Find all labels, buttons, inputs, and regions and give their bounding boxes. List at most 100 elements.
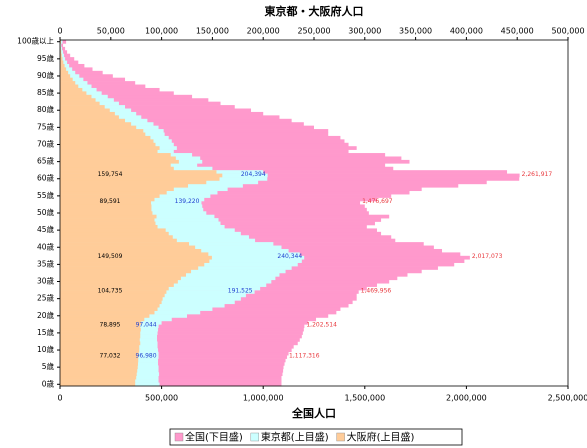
bar bbox=[60, 57, 63, 61]
bar bbox=[60, 46, 63, 51]
chart-title: 東京都・大阪府人口 bbox=[265, 4, 364, 18]
y-tick-label: 45歳 bbox=[37, 224, 55, 234]
bar bbox=[60, 67, 93, 72]
data-label: 240,344 bbox=[277, 253, 302, 260]
y-tick-label: 10歳 bbox=[37, 344, 55, 354]
y-tick-label: 65歳 bbox=[37, 156, 55, 166]
bar bbox=[60, 221, 156, 226]
bar bbox=[60, 43, 64, 48]
bar bbox=[60, 91, 174, 96]
bar bbox=[60, 125, 137, 130]
bar bbox=[60, 266, 199, 270]
bar bbox=[60, 286, 169, 291]
bar bbox=[60, 111, 264, 116]
y-tick-label: 35歳 bbox=[37, 258, 55, 268]
y-tick-label: 80歳 bbox=[37, 104, 55, 114]
bar bbox=[60, 310, 155, 315]
bar bbox=[60, 362, 139, 366]
bar bbox=[60, 327, 141, 332]
bar bbox=[60, 118, 292, 123]
bar bbox=[60, 159, 410, 164]
bar bbox=[60, 50, 62, 55]
bar bbox=[60, 344, 140, 349]
bar bbox=[60, 207, 367, 212]
bar bbox=[60, 74, 113, 78]
bar bbox=[60, 341, 141, 346]
data-label: 1,202,514 bbox=[306, 322, 337, 329]
bar bbox=[60, 344, 294, 349]
bar bbox=[60, 129, 144, 133]
data-label: 149,509 bbox=[98, 253, 123, 260]
bar bbox=[60, 149, 349, 154]
legend-swatch bbox=[336, 432, 345, 442]
bar bbox=[60, 149, 158, 154]
bar bbox=[60, 303, 160, 308]
bar bbox=[60, 334, 302, 339]
legend-label: 東京都(上目盛) bbox=[261, 431, 329, 444]
bar bbox=[60, 63, 65, 68]
bar bbox=[60, 163, 386, 168]
bar bbox=[60, 320, 142, 325]
data-label: 204,394 bbox=[241, 171, 266, 178]
bar bbox=[60, 163, 171, 168]
bar bbox=[60, 307, 158, 311]
bar bbox=[60, 283, 174, 287]
bar bbox=[60, 231, 169, 236]
bar bbox=[60, 105, 235, 109]
bar bbox=[60, 50, 64, 55]
bar bbox=[60, 180, 207, 185]
bar bbox=[60, 91, 87, 96]
bar bbox=[60, 279, 178, 284]
y-tick-label: 5歳 bbox=[42, 361, 55, 371]
y-tick-label: 0歳 bbox=[42, 378, 55, 388]
y-tick-label: 50歳 bbox=[37, 207, 55, 217]
bar bbox=[60, 269, 192, 274]
data-label: 104,735 bbox=[98, 287, 123, 294]
bar bbox=[60, 293, 165, 298]
data-label: 2,017,073 bbox=[472, 253, 503, 260]
bar bbox=[60, 60, 79, 65]
bar bbox=[60, 368, 284, 373]
bar bbox=[60, 53, 65, 58]
bar bbox=[60, 84, 79, 89]
bar bbox=[60, 331, 303, 335]
bar bbox=[60, 334, 141, 339]
x-tick-label: 1,500,000 bbox=[344, 394, 385, 403]
data-label: 89,591 bbox=[100, 198, 121, 205]
bar bbox=[60, 245, 196, 250]
bar bbox=[60, 379, 282, 383]
data-label: 159,754 bbox=[98, 171, 123, 178]
bar bbox=[60, 327, 304, 332]
y-tick-label: 75歳 bbox=[37, 121, 55, 131]
bar bbox=[60, 156, 402, 161]
bar bbox=[60, 228, 166, 233]
bar bbox=[60, 290, 167, 294]
bar bbox=[60, 314, 329, 318]
bar bbox=[60, 338, 300, 342]
bar bbox=[60, 111, 115, 116]
x-tick-label: 2,500,000 bbox=[548, 394, 587, 403]
x2-tick-label: 150,000 bbox=[196, 27, 229, 36]
bar bbox=[60, 43, 62, 48]
bar bbox=[60, 70, 69, 75]
bar bbox=[60, 98, 96, 102]
bar bbox=[60, 317, 317, 322]
bar bbox=[60, 70, 103, 75]
bar bbox=[60, 262, 205, 267]
bar bbox=[60, 218, 382, 222]
bar bbox=[60, 94, 92, 99]
bar bbox=[60, 57, 75, 61]
x-axis-title: 全国人口 bbox=[291, 406, 336, 420]
data-label: 1,117,316 bbox=[289, 352, 320, 359]
bar bbox=[60, 194, 160, 198]
bar bbox=[60, 57, 66, 61]
x-tick-label: 2,000,000 bbox=[446, 394, 487, 403]
bar bbox=[60, 40, 67, 44]
bar bbox=[60, 146, 357, 150]
y-tick-label: 90歳 bbox=[37, 70, 55, 80]
bar bbox=[60, 122, 304, 126]
bar bbox=[60, 341, 298, 346]
bar bbox=[60, 177, 220, 181]
x2-tick-label: 100,000 bbox=[145, 27, 178, 36]
